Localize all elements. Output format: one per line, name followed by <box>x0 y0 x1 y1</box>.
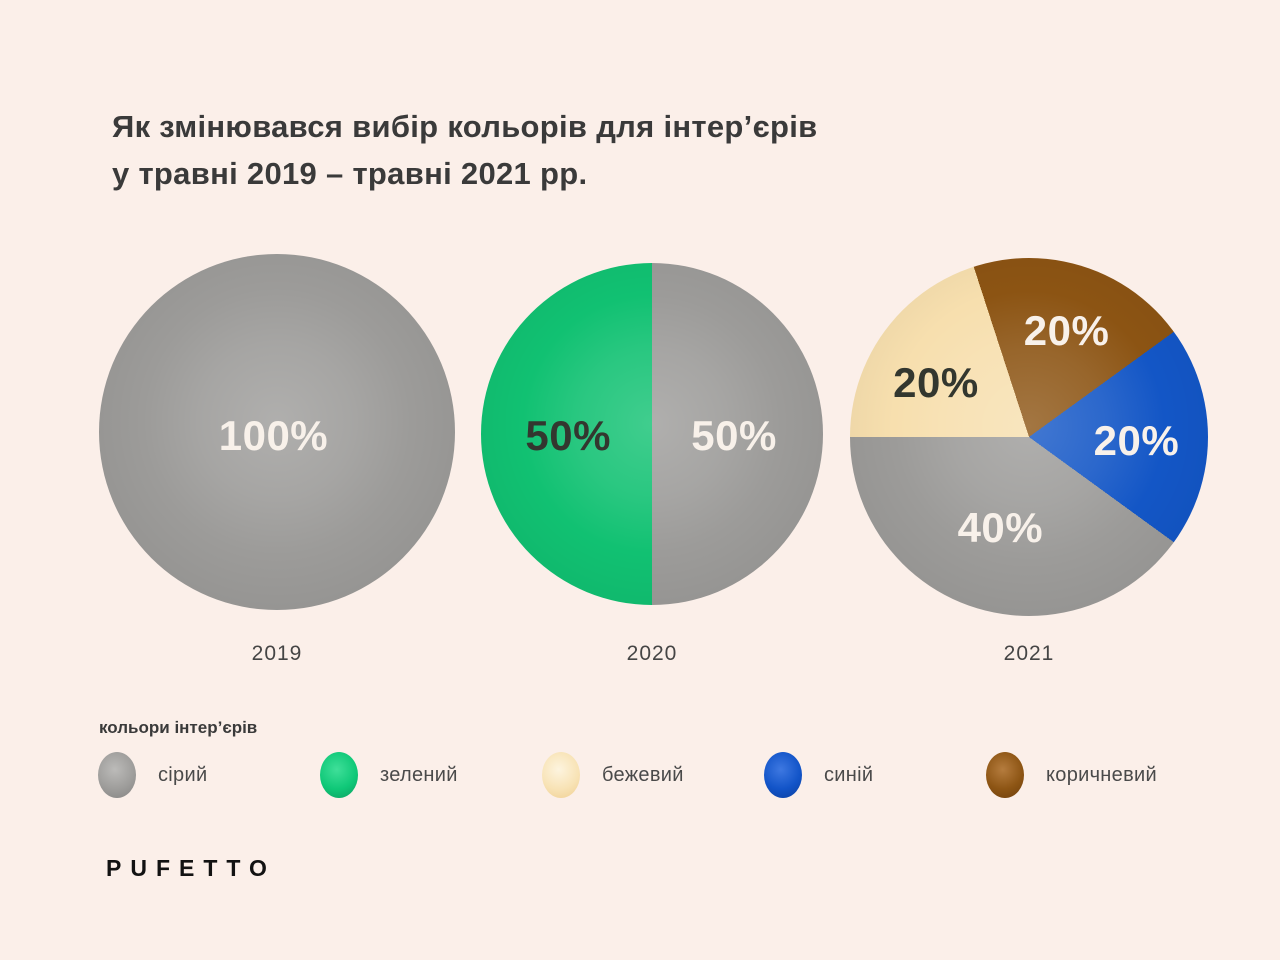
slice-label-gray-40: 40% <box>957 504 1044 552</box>
slice-label-gray-50: 50% <box>691 411 777 459</box>
slice-label-green-50: 50% <box>525 411 611 459</box>
gray-swatch-icon <box>98 752 136 798</box>
pie-chart-2020: 50% 50% <box>481 263 823 605</box>
legend-label-blue: синій <box>824 763 874 786</box>
title-line-1: Як змінювався вибір кольорів для інтер’є… <box>112 109 818 144</box>
slice-label-beige-20: 20% <box>893 359 979 407</box>
brand-logo: PUFETTO <box>106 855 276 881</box>
legend-item-beige: бежевий <box>542 752 684 798</box>
legend-label-brown: коричневий <box>1046 763 1157 786</box>
pie-chart-2019: 100% <box>99 254 455 610</box>
year-label-2021: 2021 <box>1003 642 1055 665</box>
legend-label-beige: бежевий <box>602 763 684 786</box>
legend-item-gray: сірий <box>98 752 207 798</box>
brown-swatch-icon <box>986 752 1024 798</box>
beige-swatch-icon <box>542 752 580 798</box>
slice-label-gray-100: 100% <box>218 411 329 459</box>
page-title: Як змінювався вибір кольорів для інтер’є… <box>112 103 818 197</box>
slice-label-blue-20: 20% <box>1093 416 1180 464</box>
legend-item-brown: коричневий <box>986 752 1157 798</box>
slice-label-brown-20: 20% <box>1023 307 1110 355</box>
pie-chart-2021: 20% 20% 20% 40% <box>850 258 1208 616</box>
blue-swatch-icon <box>764 752 802 798</box>
legend-label-green: зелений <box>380 763 458 786</box>
legend-item-green: зелений <box>320 752 458 798</box>
year-label-2019: 2019 <box>251 642 303 665</box>
green-swatch-icon <box>320 752 358 798</box>
legend-heading: кольори інтер’єрів <box>99 718 258 737</box>
year-label-2020: 2020 <box>626 642 678 665</box>
title-line-2: у травні 2019 – травні 2021 рр. <box>112 156 588 191</box>
legend-item-blue: синій <box>764 752 873 798</box>
legend-label-gray: сірий <box>158 763 208 786</box>
